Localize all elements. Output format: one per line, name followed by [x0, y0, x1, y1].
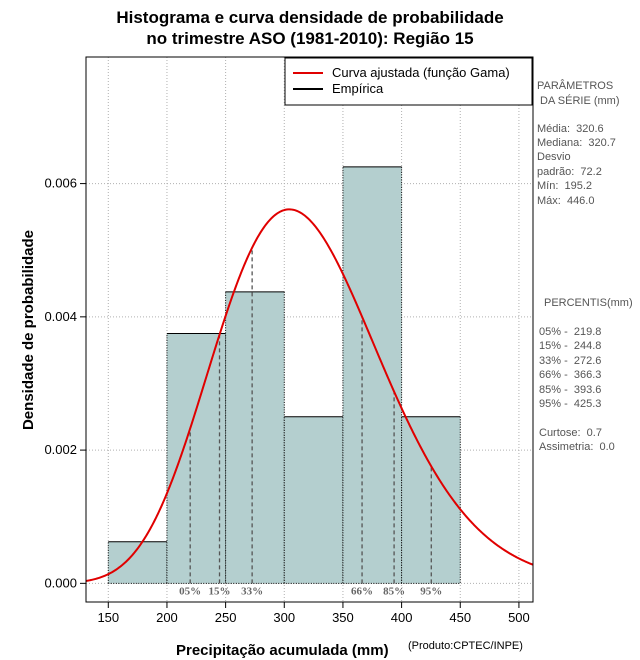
product-credit: (Produto:CPTEC/INPE) — [408, 640, 523, 652]
x-tick-label: 350 — [332, 610, 354, 625]
percentile-95: 95% - 425.3 — [539, 398, 602, 410]
legend-label: Empírica — [332, 81, 384, 96]
stat-min: Mín: 195.2 — [537, 180, 593, 192]
x-tick-label: 500 — [508, 610, 530, 625]
percentile-label: 85% — [383, 585, 405, 597]
y-axis: 0.000 0.002 0.004 0.006 — [44, 176, 86, 590]
x-axis-label: Precipitação acumulada (mm) — [176, 642, 389, 659]
stat-max: Máx: 446.0 — [537, 195, 595, 207]
percentile-05: 05% - 219.8 — [539, 326, 602, 338]
chart-title-line2: no trimestre ASO (1981-2010): Região 15 — [146, 29, 474, 48]
legend: Curva ajustada (função Gama)Empírica — [284, 57, 533, 106]
histogram-bar — [284, 416, 343, 584]
bar-side-edge — [401, 416, 461, 584]
y-axis-label: Densidade de probabilidade — [20, 229, 37, 431]
x-tick-label: 450 — [449, 610, 471, 625]
stat-mediana: Mediana: 320.7 — [537, 137, 616, 149]
bar-side-edge — [166, 333, 227, 584]
stat-desvio-1: Desvio — [537, 151, 571, 163]
percentile-label: 33% — [241, 585, 263, 597]
percentis-title: PERCENTIS(mm) — [544, 297, 633, 309]
percentile-label: 15% — [209, 585, 231, 597]
histogram-bar — [342, 166, 402, 584]
plot-frame — [85, 56, 534, 603]
percentile-lines: 05% 15% 33% 66% 85% 95% — [179, 247, 442, 597]
histogram-bar — [401, 416, 461, 584]
y-tick-label: 0.000 — [44, 575, 77, 590]
legend-box — [284, 57, 533, 106]
percentile-33: 33% - 272.6 — [539, 355, 602, 367]
percentile-66: 66% - 366.3 — [539, 369, 602, 381]
x-tick-label: 150 — [97, 610, 119, 625]
stat-media: Média: 320.6 — [537, 123, 604, 135]
x-tick-label: 250 — [215, 610, 237, 625]
x-tick-label: 200 — [156, 610, 178, 625]
legend-label: Curva ajustada (função Gama) — [332, 65, 510, 80]
histogram-bars — [107, 166, 461, 584]
percentile-label: 05% — [179, 585, 201, 597]
gamma-fit-curve — [85, 208, 534, 582]
stat-assimetria: Assimetria: 0.0 — [539, 441, 615, 453]
percentile-15: 15% - 244.8 — [539, 340, 602, 352]
percentile-85: 85% - 393.6 — [539, 384, 602, 396]
percentile-label: 95% — [420, 585, 442, 597]
stat-desvio-2: padrão: 72.2 — [537, 166, 602, 178]
x-tick-label: 300 — [273, 610, 295, 625]
y-tick-label: 0.002 — [44, 442, 77, 457]
bar-side-edge — [342, 166, 403, 584]
histogram-bar — [225, 291, 285, 584]
x-tick-label: 400 — [391, 610, 413, 625]
percentile-label: 66% — [351, 585, 373, 597]
stat-curtose: Curtose: 0.7 — [539, 427, 602, 439]
y-tick-label: 0.004 — [44, 309, 77, 324]
x-axis: 150 200 250 300 350 400 450 500 — [97, 602, 530, 625]
y-tick-label: 0.006 — [44, 176, 77, 191]
histogram-bar — [166, 333, 226, 584]
chart-title-line1: Histograma e curva densidade de probabil… — [116, 8, 504, 27]
stats-title-2: DA SÉRIE (mm) — [537, 95, 620, 107]
stats-title-1: PARÂMETROS — [537, 80, 614, 92]
